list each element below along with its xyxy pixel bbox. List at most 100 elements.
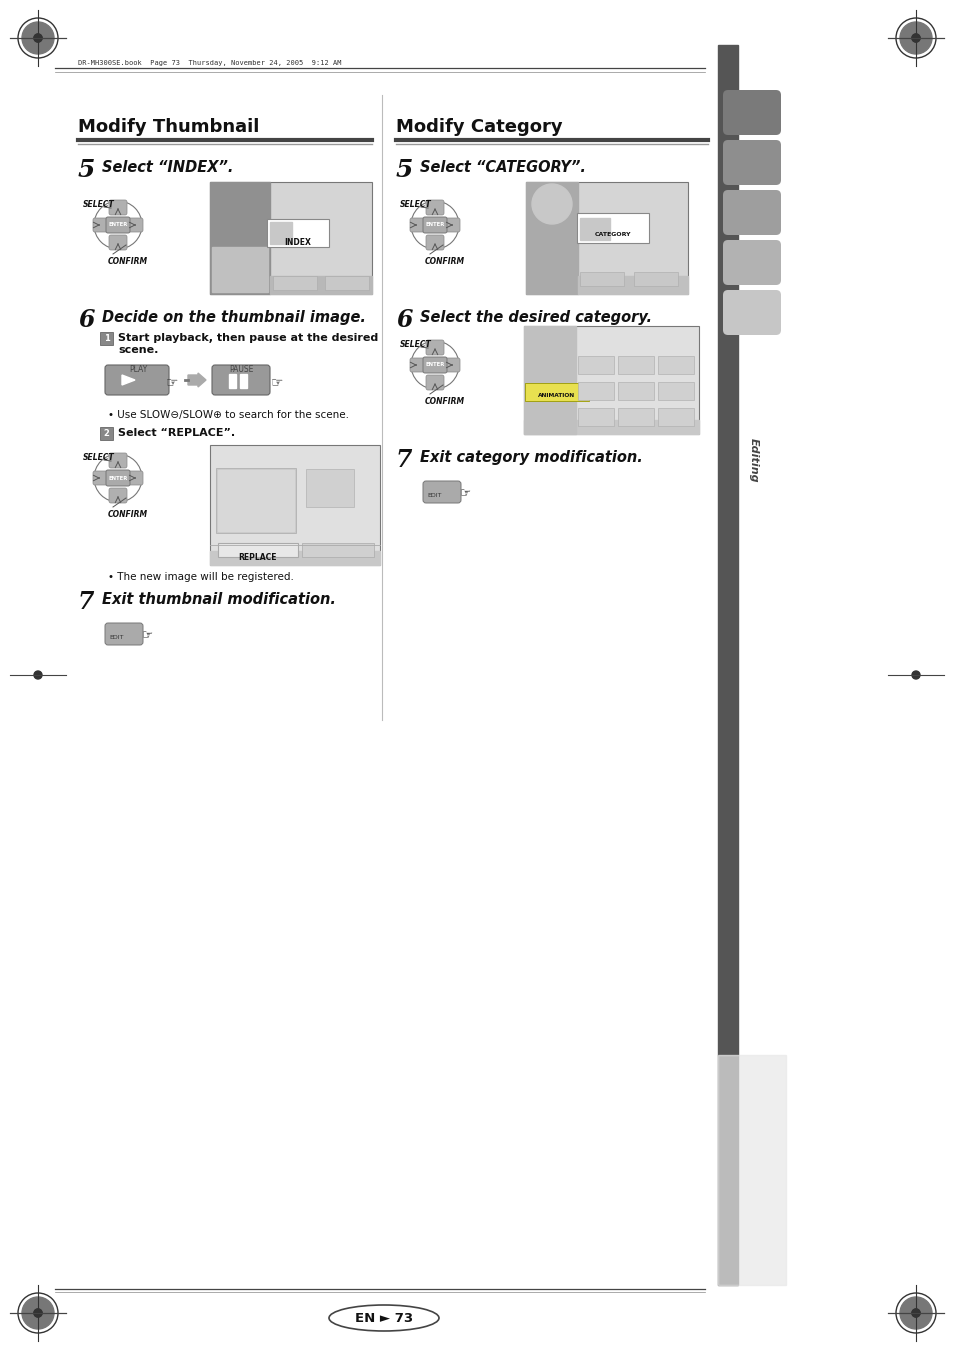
FancyBboxPatch shape — [426, 340, 443, 355]
Circle shape — [899, 22, 931, 54]
Text: CATEGORY: CATEGORY — [594, 232, 631, 236]
FancyBboxPatch shape — [105, 365, 169, 394]
Text: 6: 6 — [78, 308, 94, 332]
Bar — [525, 182, 578, 295]
Bar — [523, 420, 699, 434]
Bar — [302, 543, 374, 557]
Bar — [218, 470, 294, 531]
Bar — [210, 551, 379, 565]
Bar — [270, 222, 292, 245]
Bar — [210, 182, 372, 295]
Bar — [618, 357, 654, 374]
FancyBboxPatch shape — [410, 358, 424, 372]
Text: SELECT: SELECT — [83, 453, 114, 462]
Bar — [578, 276, 687, 295]
Text: ☞: ☞ — [166, 376, 178, 389]
Text: ☞: ☞ — [142, 630, 153, 643]
FancyBboxPatch shape — [524, 382, 588, 401]
FancyBboxPatch shape — [722, 240, 781, 285]
FancyBboxPatch shape — [422, 481, 460, 503]
Text: CONFIRM: CONFIRM — [108, 257, 148, 266]
FancyBboxPatch shape — [722, 141, 781, 185]
Bar — [100, 332, 112, 345]
Bar — [100, 427, 112, 440]
Text: DR-MH300SE.book  Page 73  Thursday, November 24, 2005  9:12 AM: DR-MH300SE.book Page 73 Thursday, Novemb… — [78, 59, 341, 66]
Text: PAUSE: PAUSE — [229, 365, 253, 374]
Bar — [273, 276, 316, 290]
FancyBboxPatch shape — [128, 218, 143, 232]
Text: Select “REPLACE”.: Select “REPLACE”. — [118, 428, 234, 438]
Text: EDIT: EDIT — [109, 635, 123, 640]
Text: SELECT: SELECT — [399, 340, 432, 349]
Text: ENTER: ENTER — [109, 476, 128, 481]
Text: EN ► 73: EN ► 73 — [355, 1312, 413, 1324]
FancyBboxPatch shape — [109, 200, 127, 215]
FancyBboxPatch shape — [422, 357, 447, 373]
Circle shape — [532, 184, 572, 224]
Bar — [270, 276, 372, 295]
Text: 5: 5 — [78, 158, 95, 182]
Circle shape — [911, 34, 919, 42]
FancyBboxPatch shape — [92, 218, 108, 232]
Text: Decide on the thumbnail image.: Decide on the thumbnail image. — [102, 309, 366, 326]
FancyBboxPatch shape — [106, 218, 130, 232]
Text: Select “CATEGORY”.: Select “CATEGORY”. — [419, 159, 585, 176]
Bar — [210, 182, 270, 295]
Text: Editing: Editing — [748, 438, 759, 482]
Bar — [525, 182, 687, 295]
Bar — [218, 543, 297, 557]
Text: Exit category modification.: Exit category modification. — [419, 450, 642, 465]
Bar — [718, 1055, 785, 1285]
Bar — [578, 357, 614, 374]
Bar — [579, 272, 623, 286]
Text: 6: 6 — [395, 308, 412, 332]
Polygon shape — [122, 376, 135, 385]
Circle shape — [34, 671, 42, 680]
Text: Modify Category: Modify Category — [395, 118, 562, 136]
Bar — [658, 382, 693, 400]
Bar — [210, 444, 379, 565]
Bar — [578, 408, 614, 426]
Circle shape — [34, 34, 42, 42]
FancyBboxPatch shape — [267, 219, 329, 247]
Bar — [618, 382, 654, 400]
Text: CONFIRM: CONFIRM — [108, 509, 148, 519]
Bar — [306, 469, 354, 507]
FancyBboxPatch shape — [109, 453, 127, 467]
Bar — [634, 272, 678, 286]
FancyBboxPatch shape — [410, 218, 424, 232]
FancyBboxPatch shape — [722, 290, 781, 335]
Text: Start playback, then pause at the desired
scene.: Start playback, then pause at the desire… — [118, 332, 377, 354]
FancyBboxPatch shape — [426, 376, 443, 390]
Bar — [229, 374, 235, 388]
Bar — [212, 247, 268, 292]
Circle shape — [911, 671, 919, 680]
Bar — [523, 326, 576, 434]
Bar — [240, 374, 247, 388]
Text: Modify Thumbnail: Modify Thumbnail — [78, 118, 259, 136]
Bar — [215, 467, 295, 534]
Text: SELECT: SELECT — [83, 200, 114, 209]
Bar — [618, 408, 654, 426]
Circle shape — [22, 22, 54, 54]
Bar — [658, 357, 693, 374]
Circle shape — [911, 34, 919, 42]
Text: ANIMATION: ANIMATION — [537, 393, 575, 399]
Bar — [578, 382, 614, 400]
Text: CONFIRM: CONFIRM — [424, 397, 465, 407]
Text: SELECT: SELECT — [399, 200, 432, 209]
Text: ENTER: ENTER — [109, 223, 128, 227]
Text: • The new image will be registered.: • The new image will be registered. — [108, 571, 294, 582]
Bar — [718, 45, 738, 1285]
FancyBboxPatch shape — [128, 471, 143, 485]
Text: PLAY: PLAY — [129, 365, 147, 374]
Text: Exit thumbnail modification.: Exit thumbnail modification. — [102, 592, 335, 607]
FancyBboxPatch shape — [444, 218, 459, 232]
Circle shape — [34, 1309, 42, 1317]
Text: ☞: ☞ — [460, 488, 471, 500]
Bar — [325, 276, 369, 290]
Text: Select “INDEX”.: Select “INDEX”. — [102, 159, 233, 176]
FancyBboxPatch shape — [722, 190, 781, 235]
Text: ENTER: ENTER — [425, 362, 444, 367]
Bar — [658, 408, 693, 426]
